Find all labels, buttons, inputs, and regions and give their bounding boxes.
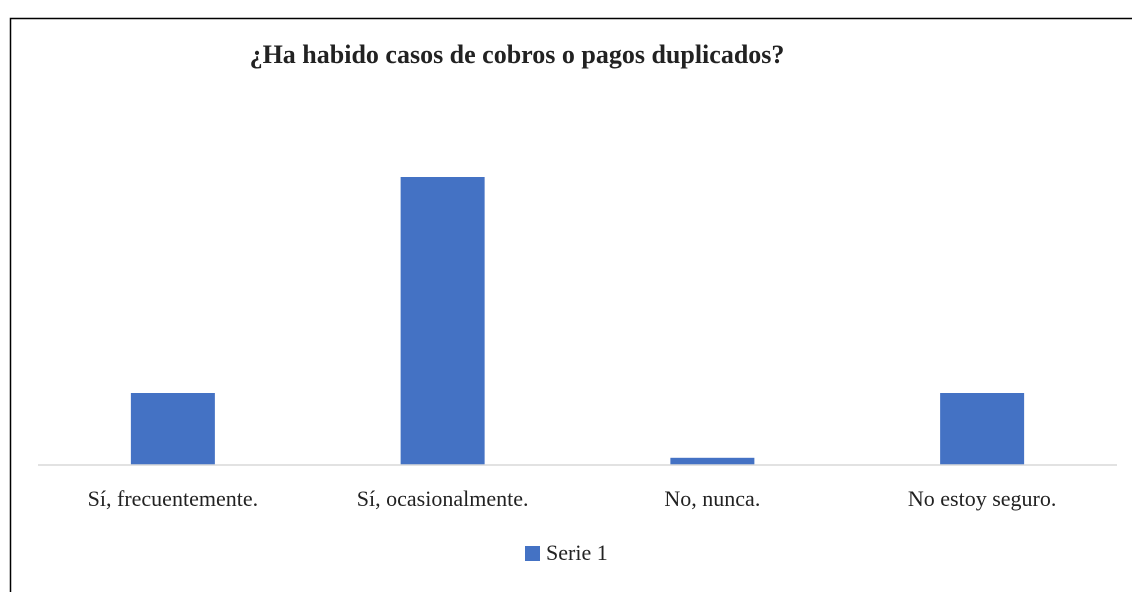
x-tick-label: No estoy seguro. bbox=[908, 486, 1056, 511]
x-tick-label: Sí, ocasionalmente. bbox=[357, 486, 529, 511]
chart-title: ¿Ha habido casos de cobros o pagos dupli… bbox=[250, 40, 785, 69]
legend-swatch bbox=[525, 546, 540, 561]
chart-border bbox=[9, 17, 1132, 592]
legend-label: Serie 1 bbox=[546, 540, 608, 565]
x-tick-label: No, nunca. bbox=[664, 486, 760, 511]
bar bbox=[130, 393, 215, 465]
bar bbox=[670, 457, 755, 465]
x-tick-label: Sí, frecuentemente. bbox=[88, 486, 258, 511]
bar bbox=[940, 393, 1025, 465]
bar bbox=[400, 177, 485, 465]
